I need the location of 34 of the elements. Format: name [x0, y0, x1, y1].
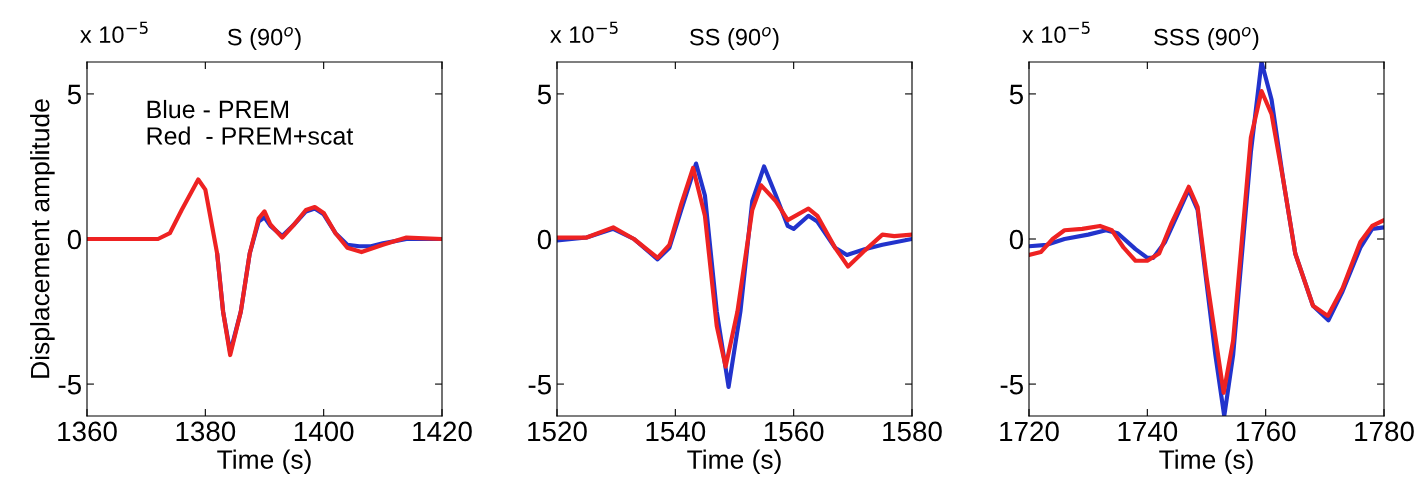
y-tick-label: 0 [537, 229, 552, 250]
y-axis-title: Displacement amplitude [30, 99, 55, 378]
x-axis-title: Time (s) [217, 449, 311, 475]
x-axis-title: Time (s) [1159, 449, 1253, 475]
x-tick-label: 1380 [176, 421, 236, 442]
annotation: Blue - PREM [147, 99, 289, 119]
y-tick-label: 5 [537, 84, 551, 105]
annotation: Red - PREM+scat [147, 126, 354, 145]
x-tick-label: 1780 [1355, 421, 1414, 442]
y-tick-label: 5 [67, 84, 81, 105]
chart-title: SSS (90$^{o}$) [1154, 26, 1259, 51]
y-tick-label: -5 [1000, 375, 1023, 395]
text: x 10$^{−5}$ [550, 21, 618, 44]
x-tick-label: 1560 [764, 421, 824, 442]
chart-title: SS (90$^{o}$) [690, 26, 779, 51]
x-tick-label: 1420 [413, 421, 472, 442]
text: x 10$^{−5}$ [1022, 21, 1090, 44]
y-tick-label: -5 [58, 375, 81, 395]
x-tick-label: 1760 [1236, 421, 1296, 442]
x-tick-label: 1720 [1000, 421, 1059, 442]
x-tick-label: 1520 [528, 421, 587, 442]
x-axis-title: Time (s) [687, 449, 781, 475]
x-tick-label: 1360 [58, 421, 117, 442]
y-tick-label: -5 [528, 375, 551, 395]
y-tick-label: 5 [1009, 84, 1023, 105]
x-tick-label: 1540 [646, 421, 706, 442]
y-tick-label: 0 [67, 229, 82, 250]
line-series [87, 177, 442, 358]
x-tick-label: 1580 [883, 421, 942, 442]
chart-title: S (90$^{o}$) [227, 26, 301, 51]
x-tick-label: 1400 [294, 421, 354, 442]
x-tick-label: 1740 [1118, 421, 1178, 442]
text: x 10$^{−5}$ [80, 21, 148, 44]
y-tick-label: 0 [1009, 229, 1024, 250]
